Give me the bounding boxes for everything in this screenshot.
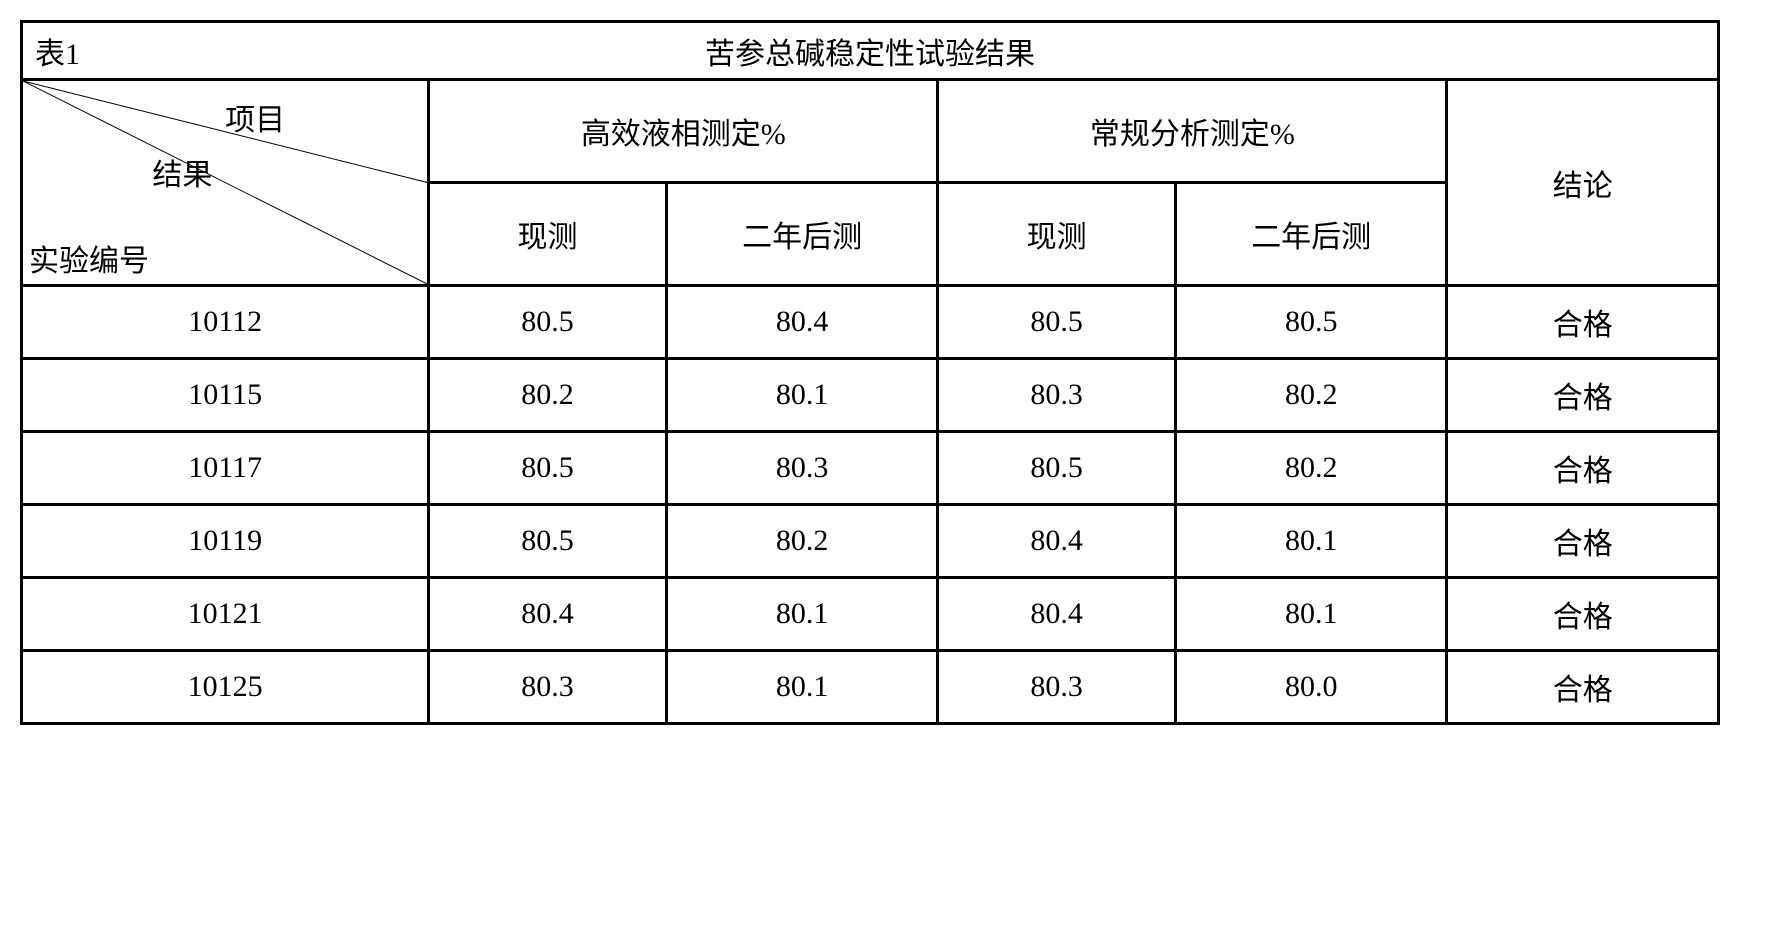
cell-value: 80.1 bbox=[1175, 505, 1447, 578]
cell-exp-id: 10121 bbox=[22, 578, 429, 651]
sub-header-routine-now: 现测 bbox=[938, 183, 1176, 286]
cell-value: 80.5 bbox=[429, 432, 667, 505]
cell-value: 80.4 bbox=[666, 286, 938, 359]
header-row-1: 项目 结果 实验编号 高效液相测定% 常规分析测定% 结论 bbox=[22, 80, 1719, 183]
cell-value: 80.5 bbox=[429, 286, 667, 359]
cell-conclusion: 合格 bbox=[1447, 505, 1719, 578]
cell-value: 80.5 bbox=[938, 432, 1176, 505]
table-title-cell: 表1 苦参总碱稳定性试验结果 bbox=[22, 22, 1719, 80]
group-header-routine: 常规分析测定% bbox=[938, 80, 1447, 183]
cell-value: 80.1 bbox=[1175, 578, 1447, 651]
conclusion-header: 结论 bbox=[1447, 80, 1719, 286]
diag-header-mid: 结果 bbox=[152, 150, 212, 194]
group-header-hplc: 高效液相测定% bbox=[429, 80, 938, 183]
cell-exp-id: 10112 bbox=[22, 286, 429, 359]
diag-header-top: 项目 bbox=[225, 95, 285, 139]
table-row: 10112 80.5 80.4 80.5 80.5 合格 bbox=[22, 286, 1719, 359]
sub-header-routine-2yr: 二年后测 bbox=[1175, 183, 1447, 286]
cell-value: 80.3 bbox=[666, 432, 938, 505]
cell-value: 80.3 bbox=[938, 359, 1176, 432]
cell-value: 80.3 bbox=[938, 651, 1176, 724]
sub-header-hplc-now: 现测 bbox=[429, 183, 667, 286]
cell-value: 80.4 bbox=[429, 578, 667, 651]
cell-value: 80.0 bbox=[1175, 651, 1447, 724]
cell-value: 80.2 bbox=[1175, 432, 1447, 505]
cell-conclusion: 合格 bbox=[1447, 359, 1719, 432]
cell-value: 80.3 bbox=[429, 651, 667, 724]
table-row: 10121 80.4 80.1 80.4 80.1 合格 bbox=[22, 578, 1719, 651]
cell-exp-id: 10119 bbox=[22, 505, 429, 578]
cell-value: 80.4 bbox=[938, 578, 1176, 651]
cell-exp-id: 10115 bbox=[22, 359, 429, 432]
cell-value: 80.5 bbox=[1175, 286, 1447, 359]
cell-exp-id: 10125 bbox=[22, 651, 429, 724]
diag-header-bot: 实验编号 bbox=[29, 236, 149, 280]
diagonal-header-cell: 项目 结果 实验编号 bbox=[22, 80, 429, 286]
cell-value: 80.4 bbox=[938, 505, 1176, 578]
sub-header-hplc-2yr: 二年后测 bbox=[666, 183, 938, 286]
cell-conclusion: 合格 bbox=[1447, 432, 1719, 505]
cell-value: 80.2 bbox=[666, 505, 938, 578]
cell-conclusion: 合格 bbox=[1447, 578, 1719, 651]
cell-value: 80.2 bbox=[429, 359, 667, 432]
table-row: 10119 80.5 80.2 80.4 80.1 合格 bbox=[22, 505, 1719, 578]
table-title-row: 表1 苦参总碱稳定性试验结果 bbox=[22, 22, 1719, 80]
cell-value: 80.1 bbox=[666, 651, 938, 724]
cell-value: 80.2 bbox=[1175, 359, 1447, 432]
stability-results-table: 表1 苦参总碱稳定性试验结果 项目 结果 实验编号 高效液相测定% 常规分析测定… bbox=[20, 20, 1720, 725]
cell-conclusion: 合格 bbox=[1447, 286, 1719, 359]
table-label: 表1 bbox=[35, 29, 80, 73]
table-row: 10115 80.2 80.1 80.3 80.2 合格 bbox=[22, 359, 1719, 432]
cell-exp-id: 10117 bbox=[22, 432, 429, 505]
table-title: 苦参总碱稳定性试验结果 bbox=[705, 29, 1035, 73]
cell-conclusion: 合格 bbox=[1447, 651, 1719, 724]
table-row: 10117 80.5 80.3 80.5 80.2 合格 bbox=[22, 432, 1719, 505]
cell-value: 80.5 bbox=[429, 505, 667, 578]
cell-value: 80.5 bbox=[938, 286, 1176, 359]
table-row: 10125 80.3 80.1 80.3 80.0 合格 bbox=[22, 651, 1719, 724]
cell-value: 80.1 bbox=[666, 578, 938, 651]
cell-value: 80.1 bbox=[666, 359, 938, 432]
